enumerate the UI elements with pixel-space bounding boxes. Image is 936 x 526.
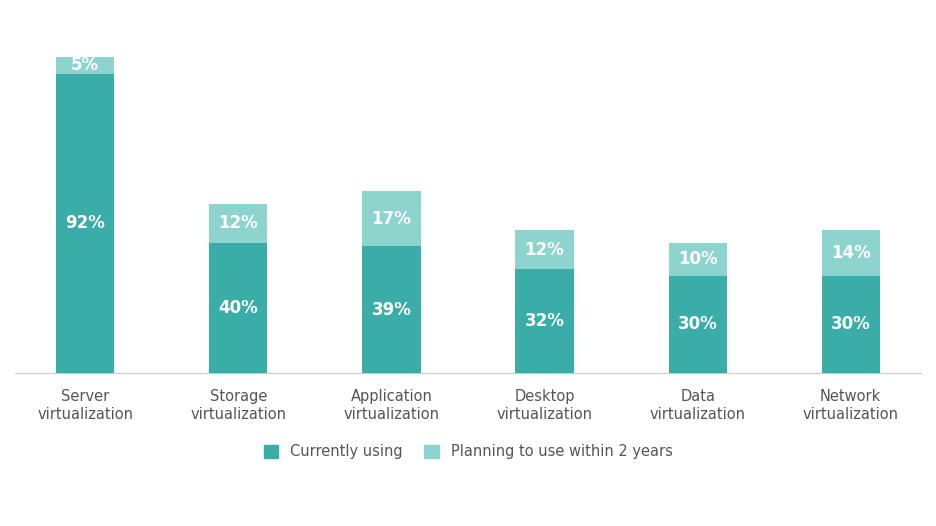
Legend: Currently using, Planning to use within 2 years: Currently using, Planning to use within … — [256, 437, 680, 467]
Bar — [822, 276, 880, 373]
Text: 92%: 92% — [66, 215, 105, 232]
Text: 30%: 30% — [831, 316, 870, 333]
Bar — [516, 230, 574, 269]
Bar — [668, 276, 726, 373]
Text: 40%: 40% — [218, 299, 258, 317]
Bar — [362, 246, 420, 373]
Text: 32%: 32% — [524, 312, 564, 330]
Bar — [56, 57, 114, 74]
Text: 17%: 17% — [372, 209, 411, 228]
Text: 12%: 12% — [218, 215, 258, 232]
Text: 12%: 12% — [525, 240, 564, 259]
Bar — [210, 204, 268, 243]
Text: 14%: 14% — [831, 244, 870, 262]
Bar — [56, 74, 114, 373]
Bar — [668, 243, 726, 276]
Bar — [362, 191, 420, 246]
Text: 5%: 5% — [71, 56, 99, 75]
Bar — [822, 230, 880, 276]
Text: 30%: 30% — [678, 316, 718, 333]
Text: 39%: 39% — [372, 301, 412, 319]
Text: 10%: 10% — [678, 250, 718, 268]
Bar — [516, 269, 574, 373]
Bar — [210, 243, 268, 373]
